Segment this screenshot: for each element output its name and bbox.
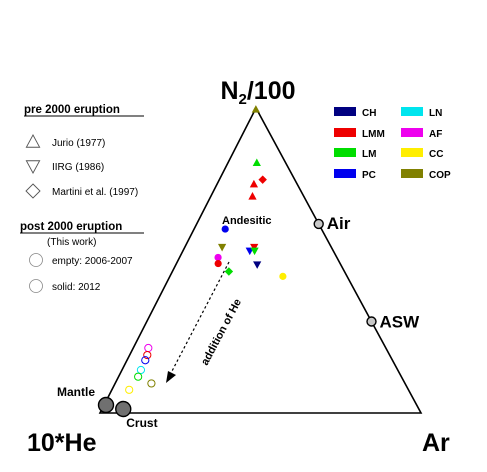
legend-post-subtitle: (This work) [47, 237, 96, 248]
legend-pre-label-0: Jurio (1977) [52, 138, 105, 149]
site-code-ch: CH [362, 108, 376, 119]
data-point-lmm-4 [258, 175, 267, 184]
site-code-ln: LN [429, 108, 442, 119]
legend-pre-label-2: Martini et al. (1997) [52, 187, 138, 198]
data-point-af-15 [144, 343, 153, 353]
legend-post-label-0: empty: 2006-2007 [52, 256, 133, 267]
data-point-lmm-3 [248, 192, 257, 200]
apex-label-top: N2/100 [220, 77, 295, 108]
legend-post-marker-0 [29, 253, 43, 267]
data-point-cop-6 [217, 243, 227, 252]
data-point-cop-0 [251, 105, 260, 113]
he-addition-arrowhead [166, 371, 176, 383]
site-code-af: AF [429, 129, 442, 140]
legend-post-label-1: solid: 2012 [52, 282, 101, 293]
apex-label-right: Ar [422, 429, 450, 457]
site-swatch-af [401, 128, 423, 137]
data-point-ch-10 [253, 261, 262, 269]
he-addition-arrow [170, 261, 230, 374]
site-code-pc: PC [362, 170, 376, 181]
ref-label-air: Air [327, 214, 351, 233]
data-point-lm-1 [252, 158, 261, 167]
site-swatch-lm [334, 148, 356, 157]
data-point-lm-19 [134, 372, 143, 381]
andesitic-label: Andesitic [222, 215, 272, 227]
legend-pre-marker-0 [25, 134, 41, 148]
data-point-lmm-2 [249, 179, 259, 188]
ref-point-air [313, 218, 324, 230]
data-point-ln-18 [136, 365, 146, 375]
data-point-lmm-8 [250, 243, 259, 252]
site-swatch-lmm [334, 128, 356, 137]
legend-pre-marker-1 [25, 160, 41, 174]
legend-pre-title: pre 2000 eruption [24, 104, 120, 116]
ref-label-asw: ASW [380, 313, 421, 332]
site-swatch-pc [334, 169, 356, 178]
legend-post-title: post 2000 eruption [20, 221, 122, 233]
site-code-lm: LM [362, 149, 376, 160]
data-point-lmm-16 [143, 350, 152, 360]
site-code-cop: COP [429, 170, 451, 181]
ternary-frame [98, 106, 423, 414]
ref-point-mantle [97, 396, 115, 414]
ref-label-crust: Crust [126, 416, 157, 430]
reference-points: Air ASW Mantle Crust [57, 214, 420, 430]
ref-label-mantle: Mantle [57, 385, 95, 399]
data-point-lmm-12 [214, 259, 222, 268]
site-swatch-ln [401, 107, 423, 116]
ref-point-asw [366, 316, 377, 327]
apex-label-left: 10*He [27, 429, 97, 457]
ref-point-crust [115, 400, 132, 418]
data-point-cc-14 [279, 272, 287, 280]
site-swatch-ch [334, 107, 356, 116]
data-point-lm-13 [224, 267, 234, 276]
data-point-cc-20 [125, 385, 134, 394]
site-code-lmm: LMM [362, 129, 385, 140]
data-point-cop-21 [147, 379, 156, 388]
data-point-pc-5 [221, 225, 229, 233]
data-point-lm-9 [250, 247, 259, 256]
legend-pre-marker-2 [25, 183, 41, 199]
data-point-af-11 [214, 253, 222, 262]
site-code-cc: CC [429, 149, 443, 160]
data-point-pc-17 [141, 356, 150, 365]
legend-pre-label-1: IIRG (1986) [52, 162, 104, 173]
legends: pre 2000 eruption Jurio (1977) IIRG (1986)… [20, 104, 451, 293]
site-swatch-cop [401, 169, 423, 178]
data-markers [125, 105, 287, 394]
site-swatch-cc [401, 148, 423, 157]
legend-post-marker-1 [29, 279, 43, 293]
